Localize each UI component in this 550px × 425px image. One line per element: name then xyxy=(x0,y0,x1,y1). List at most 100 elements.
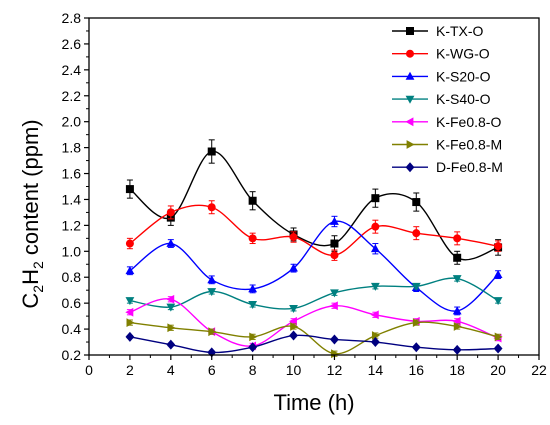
legend-item: K-WG-O xyxy=(392,46,490,62)
data-point xyxy=(370,310,379,320)
legend-item: K-TX-O xyxy=(392,23,484,39)
data-point xyxy=(289,263,298,272)
legend-item: K-Fe0.8-M xyxy=(392,137,502,153)
data-point xyxy=(125,307,134,317)
data-point xyxy=(166,339,176,350)
y-tick-label: 2.4 xyxy=(62,62,82,78)
legend-label: K-Fe0.8-O xyxy=(436,114,501,130)
data-point xyxy=(248,301,258,310)
series-line xyxy=(129,321,499,355)
y-axis-title-part: H xyxy=(18,269,43,285)
data-point xyxy=(166,303,176,312)
data-point xyxy=(412,229,421,238)
data-point xyxy=(207,203,216,212)
data-point xyxy=(207,147,216,156)
data-point xyxy=(289,330,298,341)
data-point xyxy=(330,289,339,298)
series-line xyxy=(129,220,499,312)
series-line xyxy=(129,334,499,354)
y-tick-label: 1.4 xyxy=(62,191,82,207)
x-tick-label: 18 xyxy=(449,362,465,378)
data-point xyxy=(207,275,217,284)
series-K-WG-O xyxy=(125,200,503,261)
x-tick-label: 8 xyxy=(249,362,257,378)
data-point xyxy=(412,318,421,327)
legend-marker xyxy=(405,95,415,104)
data-point xyxy=(290,322,299,331)
y-axis-title-sub: 2 xyxy=(30,285,46,293)
y-tick-label: 0.8 xyxy=(62,269,82,285)
data-point xyxy=(452,275,462,284)
legend-label: K-S20-O xyxy=(436,68,491,84)
y-tick-label: 0.6 xyxy=(62,295,82,311)
data-point xyxy=(371,331,380,340)
plot-area xyxy=(125,139,503,359)
y-tick-label: 0.2 xyxy=(62,347,82,363)
legend-label: K-TX-O xyxy=(436,23,484,39)
y-tick-label: 1.0 xyxy=(62,243,82,259)
series-K-S20-O xyxy=(125,215,503,316)
y-axis-title-part: C xyxy=(18,293,43,309)
series-line xyxy=(129,298,499,347)
y-tick-label: 0.4 xyxy=(62,321,82,337)
x-tick-label: 22 xyxy=(531,362,547,378)
data-point xyxy=(453,322,462,331)
series-line xyxy=(129,150,499,261)
data-point xyxy=(248,196,257,205)
legend-label: K-WG-O xyxy=(436,46,490,62)
data-point xyxy=(494,332,503,342)
series-line xyxy=(129,204,499,256)
data-point xyxy=(411,342,421,353)
data-point xyxy=(125,239,134,248)
legend-item: K-S20-O xyxy=(392,68,491,84)
data-point xyxy=(494,242,503,251)
legend: K-TX-O K-WG-O K-S20-O K-S40-O K-Fe0.8-O K-Fe0… xyxy=(392,23,503,175)
data-point xyxy=(289,304,298,313)
data-point xyxy=(330,251,339,260)
data-point xyxy=(166,294,175,304)
data-point xyxy=(125,331,135,342)
data-point xyxy=(452,344,462,355)
axes: 0 2 4 6 8 10 12 14 16 18 20 22 0.2 0.4 0.6 0.8 1.0 1.2 1.4… xyxy=(62,10,547,378)
x-tick-label: 10 xyxy=(286,362,302,378)
legend-item: K-S40-O xyxy=(392,91,491,107)
series-line xyxy=(129,277,499,310)
data-point xyxy=(125,297,135,306)
y-axis-title-sub: 2 xyxy=(30,261,46,269)
y-tick-label: 2.0 xyxy=(62,114,82,130)
data-point xyxy=(452,306,462,315)
legend-item: K-Fe0.8-O xyxy=(392,114,501,130)
data-point xyxy=(453,234,462,243)
data-point xyxy=(207,288,217,297)
data-point xyxy=(453,253,462,262)
legend-label: K-Fe0.8-M xyxy=(436,137,502,153)
data-point xyxy=(125,185,134,194)
legend-item: D-Fe0.8-M xyxy=(392,159,503,175)
data-point xyxy=(289,233,298,242)
data-point xyxy=(249,332,258,342)
data-point xyxy=(329,301,338,311)
x-tick-label: 6 xyxy=(208,362,216,378)
x-tick-label: 14 xyxy=(368,362,384,378)
series-K-S40-O xyxy=(125,275,503,313)
x-tick-label: 16 xyxy=(408,362,424,378)
legend-marker xyxy=(405,71,415,80)
data-point xyxy=(370,282,380,291)
data-point xyxy=(411,282,421,291)
legend-marker xyxy=(406,49,414,58)
legend-marker xyxy=(405,162,415,173)
y-axis-title-part: content (ppm) xyxy=(18,119,43,261)
data-point xyxy=(166,238,176,247)
data-point xyxy=(166,208,175,217)
data-point xyxy=(493,343,503,354)
x-tick-label: 2 xyxy=(126,362,134,378)
data-point xyxy=(493,297,503,306)
data-point xyxy=(371,194,380,203)
x-tick-label: 20 xyxy=(490,362,506,378)
legend-label: K-S40-O xyxy=(436,91,491,107)
x-axis-title: Time (h) xyxy=(273,390,354,415)
legend-marker xyxy=(406,140,415,149)
data-point xyxy=(330,334,339,345)
legend-marker xyxy=(406,27,414,35)
